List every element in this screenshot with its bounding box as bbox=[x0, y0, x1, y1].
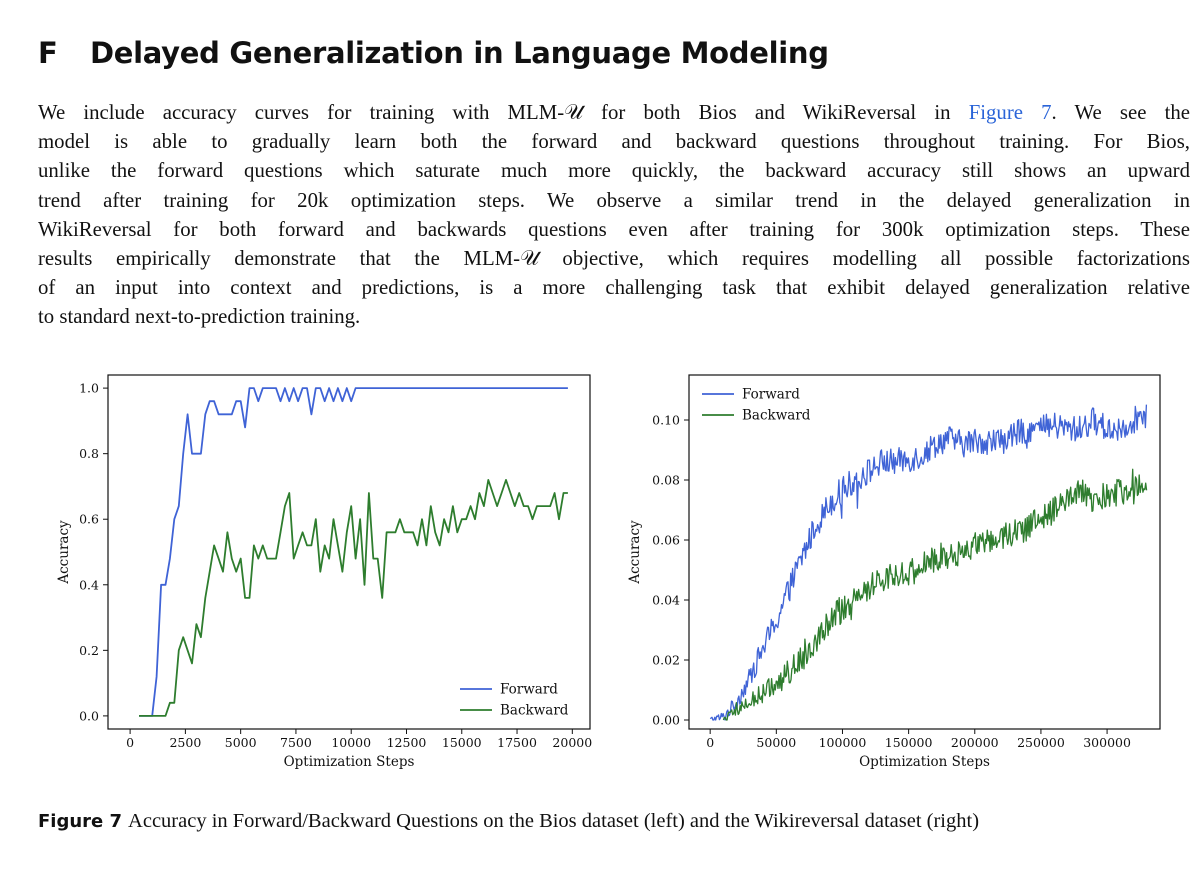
y-tick-label: 0.06 bbox=[652, 533, 680, 548]
x-tick-label: 20000 bbox=[552, 735, 592, 750]
y-tick-label: 0.6 bbox=[79, 512, 99, 527]
x-tick-label: 100000 bbox=[819, 735, 867, 750]
figure-label: Figure 7 bbox=[38, 811, 123, 832]
caption-text: Accuracy in Forward/Backward Questions o… bbox=[128, 810, 980, 832]
x-tick-label: 2500 bbox=[169, 735, 201, 750]
series-line-forward bbox=[139, 387, 568, 717]
paragraph-line: model is able to gradually learn both th… bbox=[38, 130, 1190, 154]
x-tick-label: 5000 bbox=[225, 735, 257, 750]
y-tick-label: 0.04 bbox=[652, 593, 680, 608]
series-line-backward bbox=[722, 468, 1148, 721]
legend-label: Backward bbox=[500, 703, 569, 719]
x-tick-label: 200000 bbox=[951, 735, 999, 750]
x-axis-label: Optimization Steps bbox=[284, 754, 415, 770]
series-line-backward bbox=[139, 479, 568, 717]
y-axis-label: Accuracy bbox=[627, 520, 643, 585]
paragraph-line: WikiReversal for both forward and backwa… bbox=[38, 217, 1190, 241]
plot-frame bbox=[107, 374, 591, 730]
legend-label: Forward bbox=[500, 682, 558, 698]
x-tick-label: 15000 bbox=[442, 735, 482, 750]
plot-frame bbox=[688, 374, 1161, 730]
y-tick-label: 0.0 bbox=[79, 708, 99, 723]
paragraph-line: results empirically demonstrate that the… bbox=[38, 247, 1190, 271]
series-line-forward bbox=[709, 404, 1148, 721]
y-tick-label: 0.02 bbox=[652, 653, 680, 668]
section-title: Delayed Generalization in Language Model… bbox=[90, 36, 829, 70]
y-tick-label: 0.10 bbox=[652, 413, 680, 428]
body-paragraph: We include accuracy curves for training … bbox=[38, 98, 1190, 332]
paragraph-line: to standard next-to-prediction training. bbox=[38, 305, 361, 329]
paragraph-text: . We see the bbox=[1051, 101, 1190, 124]
x-tick-label: 10000 bbox=[331, 735, 371, 750]
legend-label: Forward bbox=[742, 387, 800, 403]
x-tick-label: 300000 bbox=[1083, 735, 1131, 750]
bios-accuracy-chart: 0 2500 5000 7500 10000 12500 15000 17500 20000 0.… bbox=[56, 374, 592, 770]
section-heading: F Delayed Generalization in Language Mode… bbox=[38, 36, 829, 70]
figure-reference-link[interactable]: Figure 7 bbox=[968, 101, 1052, 124]
x-tick-label: 0 bbox=[126, 735, 134, 750]
y-tick-label: 0.00 bbox=[652, 713, 680, 728]
y-tick-label: 0.8 bbox=[79, 446, 99, 461]
x-tick-label: 7500 bbox=[280, 735, 312, 750]
y-axis-label: Accuracy bbox=[56, 520, 72, 585]
x-tick-label: 12500 bbox=[387, 735, 427, 750]
y-tick-label: 1.0 bbox=[79, 381, 99, 396]
paragraph-line: We include accuracy curves for training … bbox=[38, 98, 1190, 127]
y-tick-label: 0.2 bbox=[79, 643, 99, 658]
x-axis-label: Optimization Steps bbox=[859, 754, 990, 770]
figure-caption: Figure 7 Accuracy in Forward/Backward Que… bbox=[38, 810, 979, 833]
x-tick-label: 50000 bbox=[756, 735, 796, 750]
section-number: F bbox=[38, 36, 58, 70]
y-tick-label: 0.08 bbox=[652, 473, 680, 488]
x-tick-label: 150000 bbox=[885, 735, 933, 750]
paragraph-text: We include accuracy curves for training … bbox=[38, 101, 969, 124]
paragraph-line: of an input into context and predictions… bbox=[38, 276, 1190, 300]
paragraph-line: unlike the forward questions which satur… bbox=[38, 159, 1190, 183]
y-tick-label: 0.4 bbox=[79, 577, 99, 592]
x-tick-label: 0 bbox=[706, 735, 714, 750]
legend-label: Backward bbox=[742, 408, 811, 424]
paragraph-line: trend after training for 20k optimizatio… bbox=[38, 188, 1190, 212]
x-tick-label: 17500 bbox=[497, 735, 537, 750]
x-tick-label: 250000 bbox=[1017, 735, 1065, 750]
wikireversal-accuracy-chart: 0 50000 100000 150000 200000 250000 300000 0.00… bbox=[627, 374, 1161, 770]
